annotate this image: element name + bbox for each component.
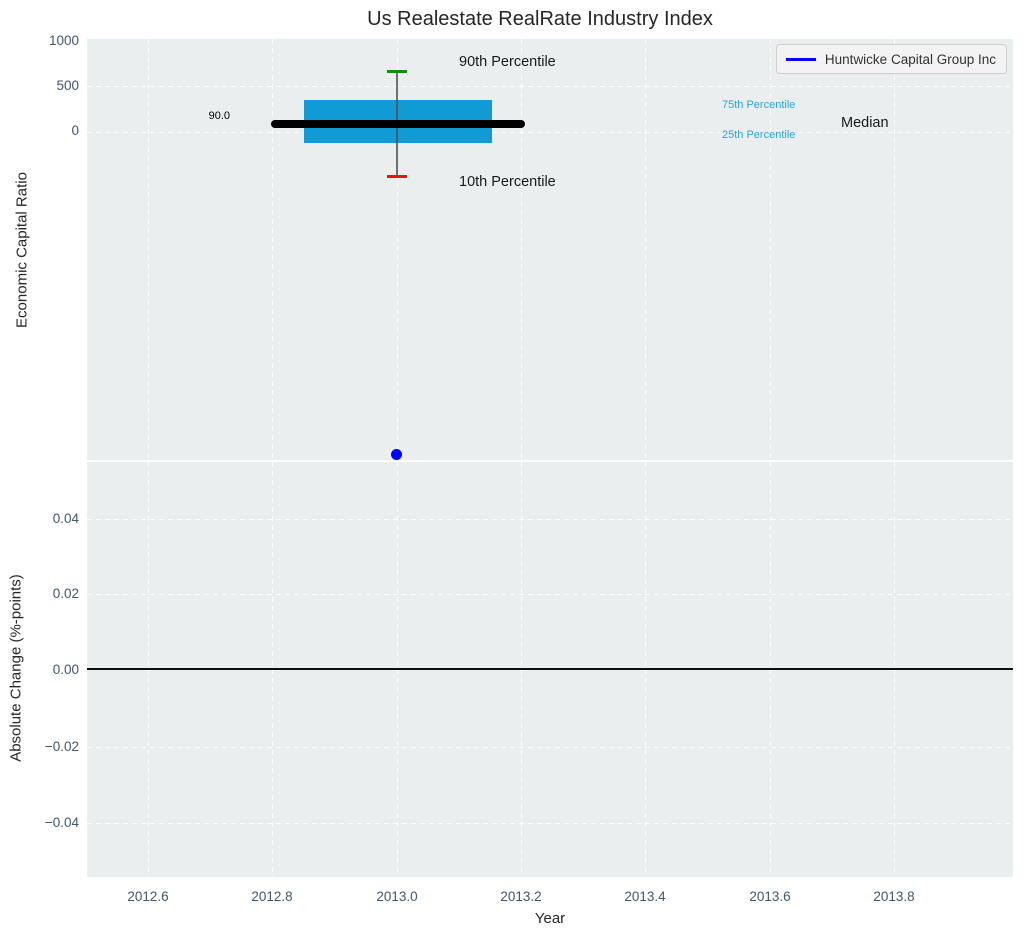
- gridline: [87, 86, 1013, 87]
- xtick: 2013.4: [624, 889, 666, 904]
- gridline: [521, 39, 522, 460]
- gridline: [87, 747, 1013, 748]
- gridline: [272, 39, 273, 460]
- xtick: 2012.6: [127, 889, 169, 904]
- gridline: [894, 39, 895, 460]
- xtick: 2013.8: [873, 889, 915, 904]
- bottom-plot-area: [87, 462, 1013, 877]
- xtick: 2013.6: [749, 889, 791, 904]
- xtick: 2013.0: [376, 889, 418, 904]
- median-value-label: 90.0: [208, 110, 230, 122]
- ytick-bottom: −0.04: [44, 815, 79, 830]
- boxplot-10th-percentile-cap: [387, 175, 407, 178]
- boxplot-90th-percentile-cap: [387, 70, 407, 73]
- legend-line-swatch: [785, 57, 816, 61]
- ytick-bottom: 0.02: [52, 586, 79, 601]
- gridline: [87, 132, 1013, 133]
- ytick-top: 0: [71, 123, 79, 138]
- gridline: [397, 39, 398, 460]
- ytick-bottom: 0.00: [52, 662, 79, 677]
- boxplot-median-line: [271, 120, 525, 128]
- gridline: [645, 39, 646, 460]
- top-plot-area: 90.0 90th Percentile 10th Percentile 75t…: [87, 39, 1013, 460]
- ytick-top: 500: [56, 78, 79, 93]
- xtick: 2013.2: [500, 889, 542, 904]
- ytick-bottom: −0.02: [44, 739, 79, 754]
- zero-reference-line: [87, 668, 1013, 670]
- annotation-10th-percentile: 10th Percentile: [459, 174, 556, 190]
- top-y-axis-label: Economic Capital Ratio: [13, 172, 31, 328]
- x-axis-label: Year: [534, 910, 566, 927]
- gridline: [87, 519, 1013, 520]
- gridline: [87, 594, 1013, 595]
- annotation-median: Median: [841, 115, 889, 131]
- annotation-25th-percentile: 25th Percentile: [722, 129, 796, 141]
- company-data-point: [391, 449, 402, 460]
- gridline: [87, 823, 1013, 824]
- xtick: 2012.8: [251, 889, 293, 904]
- legend: Huntwicke Capital Group Inc: [775, 44, 1007, 74]
- annotation-90th-percentile: 90th Percentile: [459, 54, 556, 70]
- gridline: [148, 39, 149, 460]
- gridline: [770, 39, 771, 460]
- ytick-bottom: 0.04: [52, 511, 79, 526]
- ytick-top: 1000: [48, 33, 79, 48]
- chart-title: Us Realestate RealRate Industry Index: [367, 8, 713, 30]
- bottom-y-axis-label: Absolute Change (%-points): [7, 574, 25, 762]
- legend-label: Huntwicke Capital Group Inc: [824, 51, 996, 67]
- annotation-75th-percentile: 75th Percentile: [722, 99, 796, 111]
